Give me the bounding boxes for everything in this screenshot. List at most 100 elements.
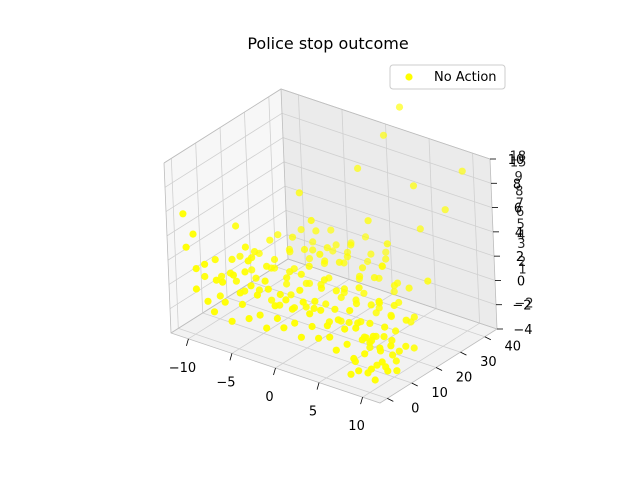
scatter-point [245,315,253,323]
scatter-point [458,167,466,175]
scatter-point [297,226,305,234]
z-tick-label: −4 [513,323,532,338]
x-tick-label: 0 [265,390,273,405]
scatter-point [283,274,291,282]
x-tick-label: 10 [348,419,365,434]
scatter-point [343,340,351,348]
scatter-point [379,131,388,139]
scatter-point [409,182,418,190]
scatter-point [337,293,345,302]
scatter-point [358,336,366,344]
x-tick-mark [360,397,363,405]
scatter-point [273,314,281,323]
scatter-point [286,248,294,256]
scatter-point [323,244,331,252]
scatter-point [317,306,325,314]
scatter-point [288,305,296,313]
scatter-point [327,226,335,234]
scatter-point [232,277,240,285]
scatter-point [210,308,219,316]
scatter-point [361,233,370,241]
scatter-point [236,289,244,297]
scatter-point [388,336,396,344]
x-tick-mark [316,382,320,390]
x-tick-mark [229,353,233,361]
scatter-point [355,284,363,292]
box-edge-front [163,158,498,404]
scatter-point [389,351,397,359]
scatter-point [287,291,295,299]
scatter-point [373,361,381,369]
scatter-point [264,285,272,293]
scatter-point [295,189,303,197]
scatter-point [387,312,395,321]
scatter-point [216,292,224,300]
y-tick-label: 20 [456,371,473,386]
scatter-points [179,103,466,384]
scatter-point [384,367,392,375]
scatter-point [309,246,317,254]
scatter-point [340,285,348,293]
axes-edges [163,88,498,404]
scatter-point [229,271,237,279]
scatter-point [332,346,340,354]
legend-marker [405,73,413,81]
scatter-point [395,347,403,355]
scatter-point [306,310,314,318]
scatter-point [310,304,318,312]
scatter-point [367,301,375,309]
scatter-point [364,257,372,266]
scatter-point [354,164,362,172]
z-tick-label-overlap: 8 [515,185,523,200]
scatter-point [355,367,363,375]
scatter-point [390,288,398,296]
scatter-point [335,258,343,266]
scatter-point [252,274,260,282]
scatter-point [322,300,330,308]
scatter-point [317,284,326,292]
scatter-point [375,297,383,305]
scatter-point [341,325,349,333]
legend-label: No Action [434,70,497,85]
scatter-point [387,342,395,350]
scatter-point [356,272,364,280]
scatter-point [360,289,368,297]
scatter-point [211,256,219,264]
scatter-point [302,279,310,287]
scatter-point [276,290,284,299]
z-tick-label-overlap: 15 [510,155,527,170]
legend-box [389,64,506,90]
scatter-point [221,298,229,306]
scatter-point [402,316,410,324]
scatter-point [378,358,386,366]
scatter-point [263,324,271,332]
scatter-point [309,238,317,246]
z-tick-label-overlap: 6 [516,205,524,220]
scatter-point [219,278,227,286]
z-tick-label: 6 [514,202,522,217]
scatter-point [405,284,413,292]
chart-title: Police stop outcome [247,34,408,53]
x-tick-label: 5 [309,405,317,420]
scatter-point [381,323,389,331]
scatter-point [316,250,324,258]
scatter-point [424,277,432,285]
scatter-point [312,227,320,235]
x-tick-label: −5 [216,375,235,390]
scatter-point [182,243,190,251]
scatter-point [263,262,271,270]
scatter-point [321,257,329,265]
y-tick-label: 40 [505,340,522,355]
scatter-point [343,253,351,261]
scatter-point [192,285,200,293]
x-tick-mark [273,367,276,376]
z-tick-label-overlap: 9 [515,170,523,185]
scatter-point [334,316,342,324]
scatter-point [358,264,367,272]
side-pane [164,89,288,333]
scatter-point [347,241,355,249]
scatter-point [204,297,212,305]
y-tick-label: 10 [431,386,448,401]
scatter-point [369,332,377,340]
scatter-point [382,255,390,263]
